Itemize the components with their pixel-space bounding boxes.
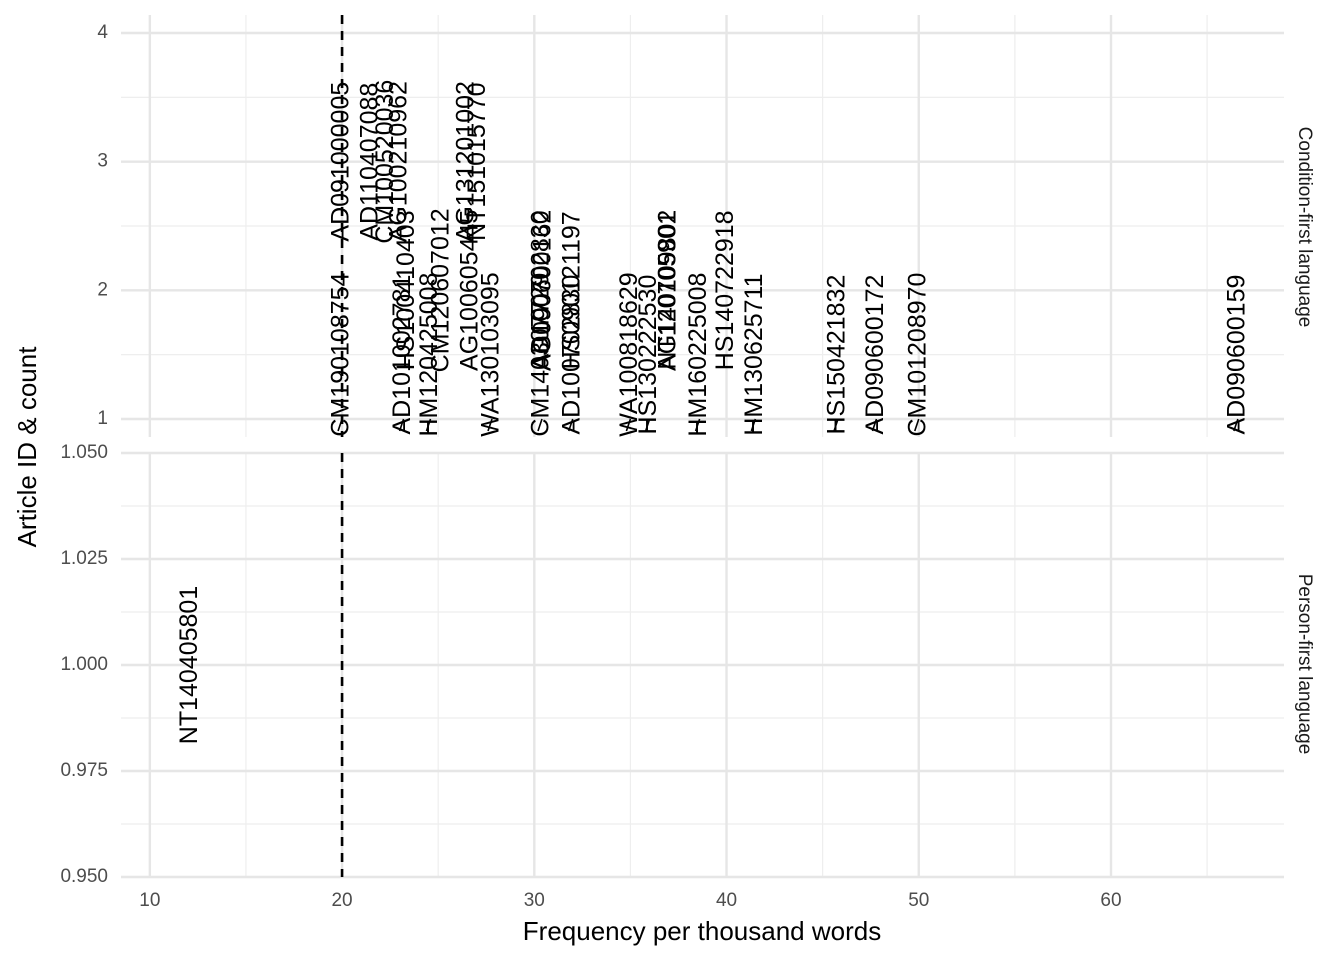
point-label: HS090121197 [557,211,585,369]
bottom-y-tick-labels: 0.950 0.975 1.000 1.025 1.050 [60,442,108,887]
point-label: NT151015770 [463,82,491,240]
top-point-labels: AD091000005 CM190108754 AD110407088CM10052… [327,80,1251,437]
leader-line [625,418,632,432]
x-tick-label-10: 10 [139,890,160,911]
point-label: HM130625711 [740,273,768,435]
point-label: AG090600162 [529,210,557,371]
leader-line [914,418,920,432]
point-label: AG140109802 [653,210,681,371]
leader-line [694,418,701,432]
point-label: AG131201002 [452,81,480,242]
point-label: CM140307729 [527,273,555,437]
bottom-point-labels: NT140405801 [175,586,203,744]
y-tick-label: 3 [97,151,108,172]
facet-strip-condition-first: Condition-first language [1294,127,1315,328]
point-label: NT120705901 [653,211,681,369]
leader-line [398,418,405,432]
point-label: AG100210962 [384,81,412,242]
y-tick-label: 4 [97,22,108,43]
point-label: HS150421832 [823,275,851,435]
leader-line [567,418,574,432]
point-label: WA100818629 [615,272,643,436]
point-label: AD100702830 [557,275,585,435]
top-y-tick-labels: 1 2 3 4 [97,22,108,429]
point-label: HS140722918 [711,210,739,370]
point-label: CM120607012 [427,208,455,372]
point-label: HS130222530 [634,275,662,435]
x-tick-label-60: 60 [1100,890,1121,911]
top-leader-lines [337,418,1239,432]
leader-line [750,418,757,432]
y-axis-title: Article ID & count [12,346,42,548]
y-tick-label: 1.025 [60,548,108,569]
point-label: AD110407088 [356,83,384,241]
point-label: AD090600172 [861,275,889,435]
leader-line [833,418,839,432]
leader-line [537,418,543,432]
x-tick-label-50: 50 [908,890,929,911]
y-tick-label: 2 [97,279,108,300]
point-label: AD090600159 [1222,275,1250,435]
leader-line [644,418,651,432]
y-tick-label: 1.050 [60,442,108,463]
point-label: AD101002781 [388,275,416,435]
point-label: HM120425008 [415,273,443,437]
point-label: NT140405801 [175,586,203,744]
leader-line [425,418,432,432]
point-label: CM101208970 [903,273,931,437]
facet-bottom-panel: NT140405801 0.950 0.975 1.000 1.025 1.050 Pe… [60,442,1315,887]
point-label: AD091000005 [327,82,355,242]
x-tick-labels: 10 20 30 40 50 60 [139,890,1121,911]
point-label: CM190108754 [327,272,355,436]
point-label: WA130103095 [477,272,505,436]
y-tick-label: 1 [97,408,108,429]
x-tick-label-30: 30 [524,890,545,911]
point-label: CM100520036 [371,80,399,244]
leader-line [1233,418,1239,432]
y-tick-label: 0.950 [60,866,108,887]
y-tick-label: 1.000 [60,654,108,675]
leader-line [487,418,493,432]
point-label: HS100410403 [392,210,420,370]
y-tick-label: 0.975 [60,760,108,781]
point-label: AD100702830 [527,210,555,370]
x-axis-title: Frequency per thousand words [523,916,881,946]
facet-top-panel: AD091000005 CM190108754 AD110407088CM10052… [97,15,1315,437]
facet-strip-person-first: Person-first language [1294,574,1315,755]
point-label: HM160225008 [684,273,712,437]
point-label: AG100605445 [455,210,483,371]
bottom-gridlines [121,451,1284,879]
leader-line [871,418,878,432]
x-tick-label-40: 40 [716,890,737,911]
x-tick-label-20: 20 [331,890,352,911]
